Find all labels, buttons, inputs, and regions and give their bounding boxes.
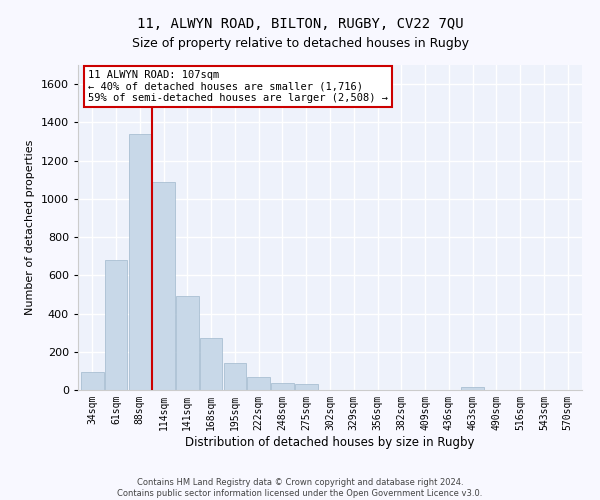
Text: Size of property relative to detached houses in Rugby: Size of property relative to detached ho…	[131, 38, 469, 51]
Bar	[295, 384, 317, 390]
Bar	[461, 387, 484, 390]
Bar	[200, 338, 223, 390]
Bar	[105, 260, 127, 390]
Bar	[271, 384, 294, 390]
Bar	[224, 363, 246, 390]
X-axis label: Distribution of detached houses by size in Rugby: Distribution of detached houses by size …	[185, 436, 475, 448]
Bar	[247, 376, 270, 390]
Bar	[81, 372, 104, 390]
Bar	[176, 296, 199, 390]
Text: 11, ALWYN ROAD, BILTON, RUGBY, CV22 7QU: 11, ALWYN ROAD, BILTON, RUGBY, CV22 7QU	[137, 18, 463, 32]
Y-axis label: Number of detached properties: Number of detached properties	[25, 140, 35, 315]
Bar	[152, 182, 175, 390]
Bar	[128, 134, 151, 390]
Text: 11 ALWYN ROAD: 107sqm
← 40% of detached houses are smaller (1,716)
59% of semi-d: 11 ALWYN ROAD: 107sqm ← 40% of detached …	[88, 70, 388, 103]
Text: Contains HM Land Registry data © Crown copyright and database right 2024.
Contai: Contains HM Land Registry data © Crown c…	[118, 478, 482, 498]
